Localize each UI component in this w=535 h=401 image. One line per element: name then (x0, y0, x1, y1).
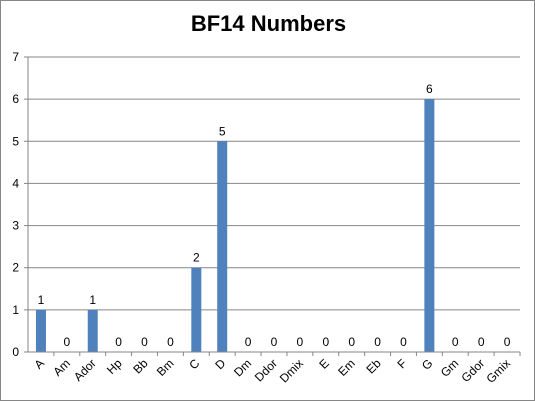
x-tick-label: A (32, 356, 48, 372)
x-tick-label: C (186, 356, 202, 372)
x-tick-label: E (316, 356, 332, 372)
x-tick-label: Gdor (459, 356, 488, 385)
data-label: 0 (504, 335, 511, 349)
x-tick-label: Am (50, 356, 73, 379)
bar (191, 267, 202, 352)
data-label: 0 (478, 335, 485, 349)
x-tick-label: Bb (130, 356, 151, 377)
y-tick-label: 1 (12, 303, 19, 317)
x-tick-label: Hp (104, 356, 125, 377)
bar (35, 309, 46, 352)
x-tick-label: D (212, 356, 228, 372)
data-label: 6 (426, 82, 433, 96)
x-tick-label: Eb (363, 356, 384, 377)
x-tick-label: G (419, 356, 436, 373)
y-tick-label: 0 (12, 345, 19, 359)
bar (217, 141, 228, 352)
data-label: 0 (452, 335, 459, 349)
y-tick-label: 3 (12, 219, 19, 233)
gridlines (28, 56, 520, 311)
data-label: 0 (348, 335, 355, 349)
y-tick-label: 2 (12, 261, 19, 275)
data-label: 0 (322, 335, 329, 349)
data-label: 0 (271, 335, 278, 349)
data-label: 1 (38, 293, 45, 307)
data-label: 5 (219, 124, 226, 138)
bar (87, 309, 98, 352)
data-label: 2 (193, 251, 200, 265)
data-labels: 1 0 1 0 0 0 2 5 0 0 0 0 0 0 0 6 0 0 0 (38, 82, 511, 349)
data-label: 0 (167, 335, 174, 349)
x-tick-label: Dmix (277, 356, 306, 385)
y-tick-label: 7 (12, 50, 19, 64)
data-label: 0 (374, 335, 381, 349)
x-tick-label: Bm (154, 356, 177, 379)
data-label: 0 (297, 335, 304, 349)
bar (424, 99, 435, 353)
y-tick-label: 5 (12, 134, 19, 148)
x-tick-label: Dm (231, 356, 254, 379)
x-tick-label: Gm (438, 356, 462, 380)
data-label: 1 (89, 293, 96, 307)
y-axis: 0 1 2 3 4 5 6 7 (12, 50, 29, 359)
x-tick-label: Em (335, 356, 358, 379)
data-label: 0 (63, 335, 70, 349)
data-label: 0 (245, 335, 252, 349)
chart-title: BF14 Numbers (190, 11, 347, 36)
x-tick-label: Gmix (483, 356, 513, 386)
x-tick-label: Ddor (252, 356, 280, 384)
data-label: 0 (115, 335, 122, 349)
bars (35, 99, 435, 353)
y-tick-label: 4 (12, 176, 19, 190)
data-label: 0 (400, 335, 407, 349)
data-label: 0 (141, 335, 148, 349)
x-tick-label: F (395, 356, 410, 371)
y-tick-label: 6 (12, 92, 19, 106)
x-tick-label: Ador (71, 356, 99, 384)
